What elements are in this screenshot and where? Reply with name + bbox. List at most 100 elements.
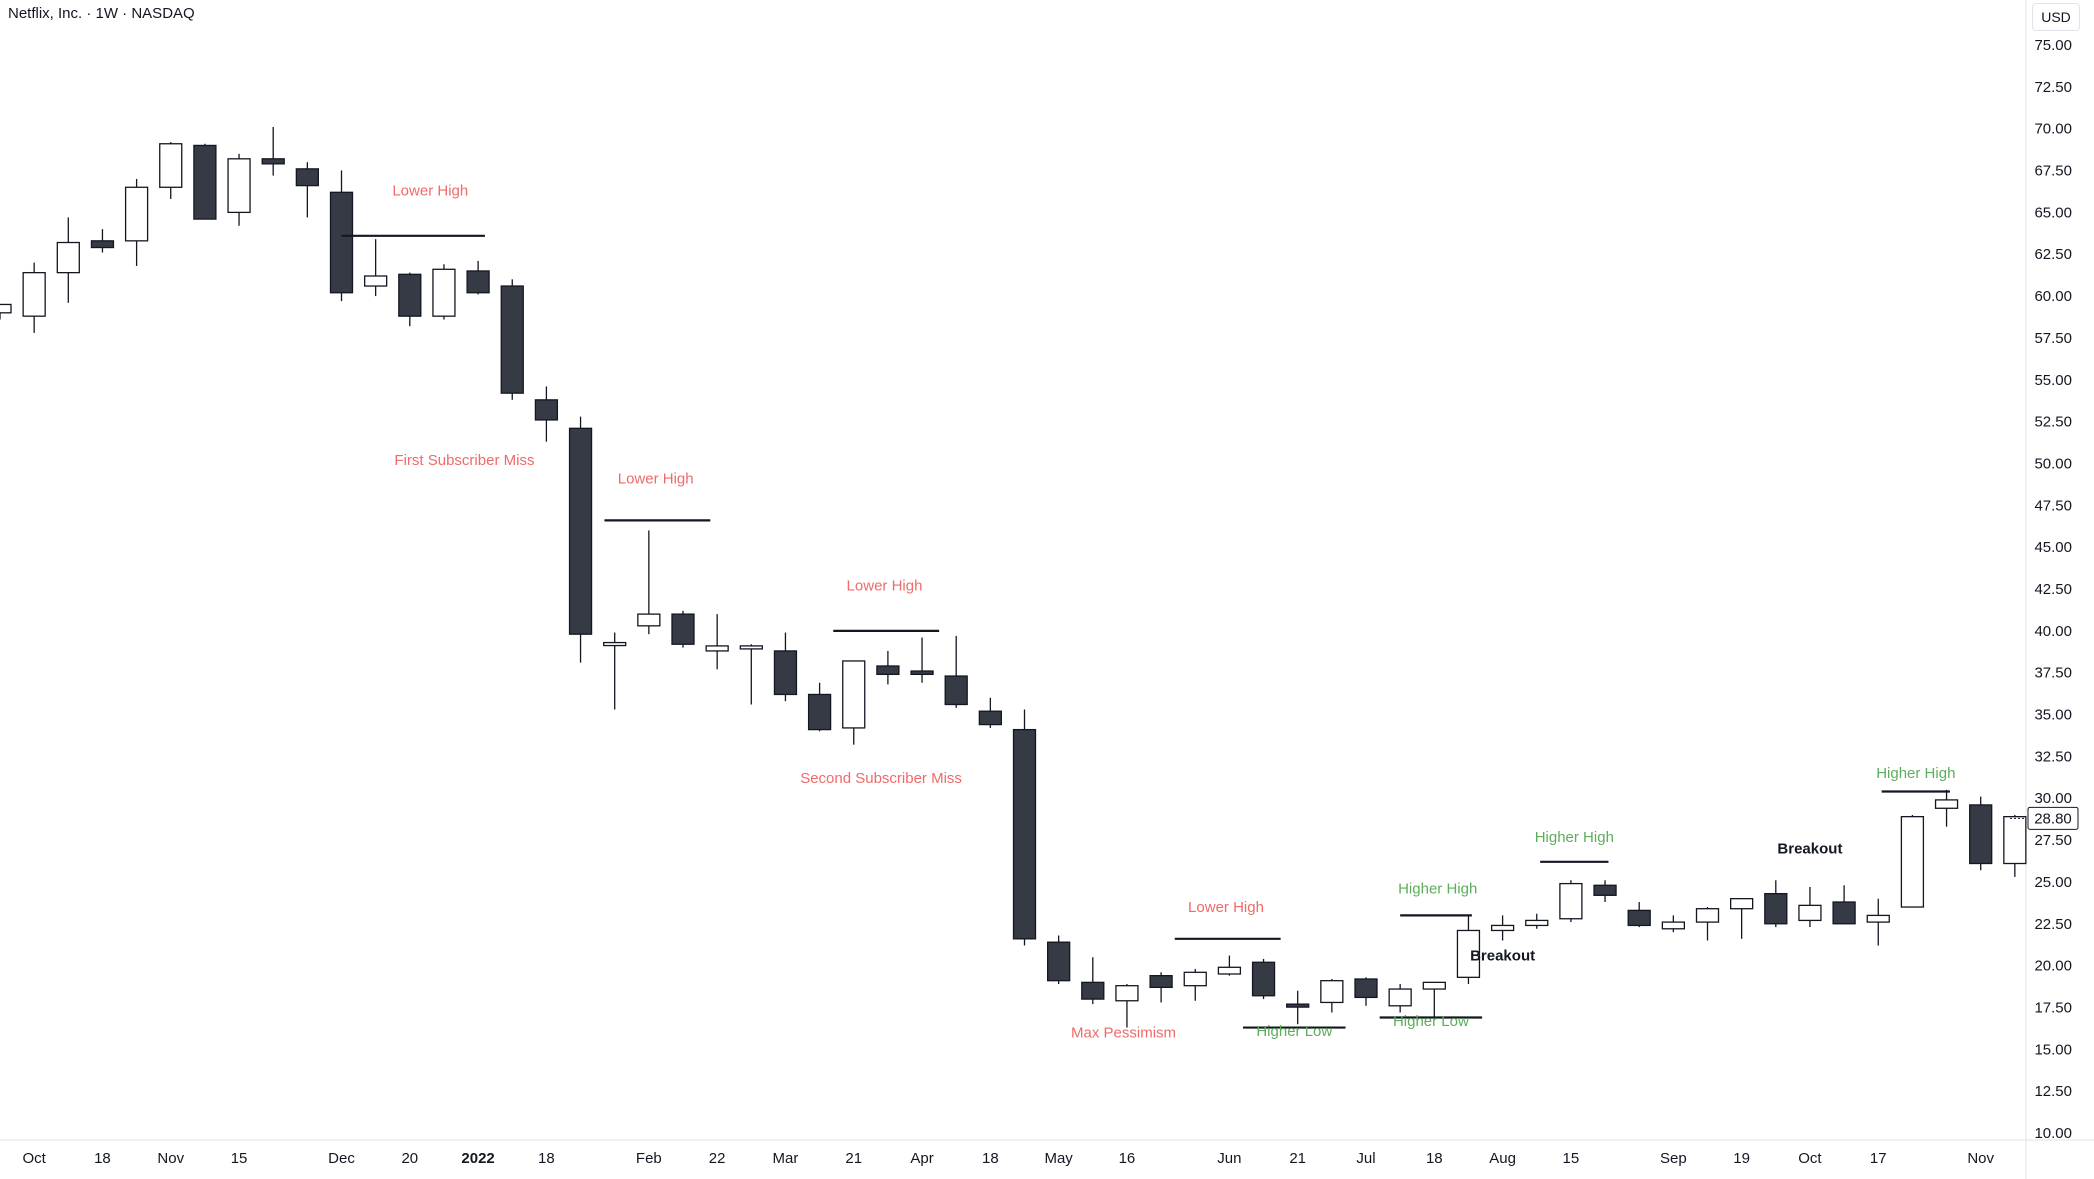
y-tick-label: 12.50 [2034,1083,2072,1100]
candle [1969,796,1993,871]
y-tick-label: 57.50 [2034,330,2072,347]
candle [671,610,695,648]
candle [1934,789,1959,827]
x-tick-label: Dec [328,1150,355,1167]
candle-body-up [1183,971,1207,987]
candle [0,303,12,320]
x-tick-label: 21 [845,1150,862,1167]
x-tick-label: 18 [982,1150,999,1167]
candle [90,229,115,253]
candle [1320,979,1344,1013]
candle-body-down [1832,901,1856,925]
y-tick-label: 47.50 [2034,497,2072,514]
candle [807,682,832,732]
annotation-label: Lower High [392,183,468,200]
candle-body-up [739,645,763,650]
candle [944,635,968,708]
annotation: Higher High [1876,765,1955,793]
y-tick-label: 35.00 [2034,707,2072,724]
candle-body-up [1866,914,1890,923]
x-tick-label: 15 [231,1150,248,1167]
candle-body-up [1695,908,1720,923]
candle-body-down [1764,892,1788,925]
candle [1115,984,1139,1028]
x-tick-label: 18 [1426,1150,1443,1167]
candle-body-up [2003,815,2027,865]
candle-body-up [603,641,627,647]
annotation: Lower High [604,471,711,522]
candle [1286,990,1310,1025]
candle-body-up [56,241,80,274]
y-tick-label: 75.00 [2034,37,2072,54]
candle-body-up [1934,799,1959,809]
candle-body-down [90,240,115,249]
y-tick-label: 72.50 [2034,79,2072,96]
candle [227,153,251,226]
y-tick-label: 50.00 [2034,455,2072,472]
candle [1832,885,1856,925]
x-tick-label: 19 [1733,1150,1750,1167]
y-tick-label: 60.00 [2034,288,2072,305]
candle-body-down [466,270,490,294]
candle-body-down [773,650,798,696]
x-tick-label: Nov [157,1150,184,1167]
candle-body-down [1047,941,1071,982]
candle-body-down [1251,961,1276,997]
candle-body-down [568,427,593,635]
candle [1490,915,1515,941]
candle [978,697,1002,728]
candle-body-up [0,303,12,314]
candle-body-up [1456,929,1481,978]
currency-button[interactable]: USD [2032,3,2080,31]
candle-body-down [944,675,968,706]
annotation-label: Higher High [1398,881,1477,898]
candle-body-up [363,275,388,287]
annotation: First Subscriber Miss [394,452,534,469]
annotation: Breakout [1470,948,1535,965]
candle-body-down [193,144,217,220]
candle [1730,898,1754,939]
candle [159,142,183,199]
candle [1251,958,1276,1000]
x-tick-label: Oct [1798,1150,1822,1167]
y-tick-label: 55.00 [2034,372,2072,389]
annotation-label: Lower High [618,471,694,488]
candle-body-down [807,693,832,731]
candle [1081,957,1105,1005]
x-tick-label: Jul [1356,1150,1375,1167]
candle-body-down [295,168,320,187]
candle-body-down [329,191,354,294]
candle [1047,935,1071,985]
annotation: Lower High [833,578,940,632]
candle-body-up [227,158,251,214]
x-tick-label: Oct [22,1150,46,1167]
candle [1900,814,1925,908]
candle-body-down [1627,909,1651,927]
candle [1456,915,1481,985]
candle [2003,814,2027,877]
y-tick-label: 70.00 [2034,121,2072,138]
y-tick-label: 37.50 [2034,665,2072,682]
candle-body-down [1969,804,1993,865]
candle-body-up [432,268,456,317]
annotation-label: Higher Low [1256,1023,1332,1040]
candle-body-down [671,613,695,645]
y-tick-label: 40.00 [2034,623,2072,640]
candle [1525,913,1549,929]
candle-body-down [398,273,422,317]
x-tick-label: 21 [1289,1150,1306,1167]
candle-body-down [876,665,900,676]
candle-body-up [1320,980,1344,1004]
candle [398,272,422,327]
candle [1627,902,1651,928]
candle [124,178,149,266]
last-price-box [2027,806,2079,830]
annotation-label: Max Pessimism [1071,1025,1176,1042]
x-tick-label: Jun [1217,1150,1241,1167]
y-tick-label: 52.50 [2034,414,2072,431]
candle [1217,955,1242,976]
annotation: Lower High [341,183,485,237]
candle-body-up [1217,966,1242,975]
